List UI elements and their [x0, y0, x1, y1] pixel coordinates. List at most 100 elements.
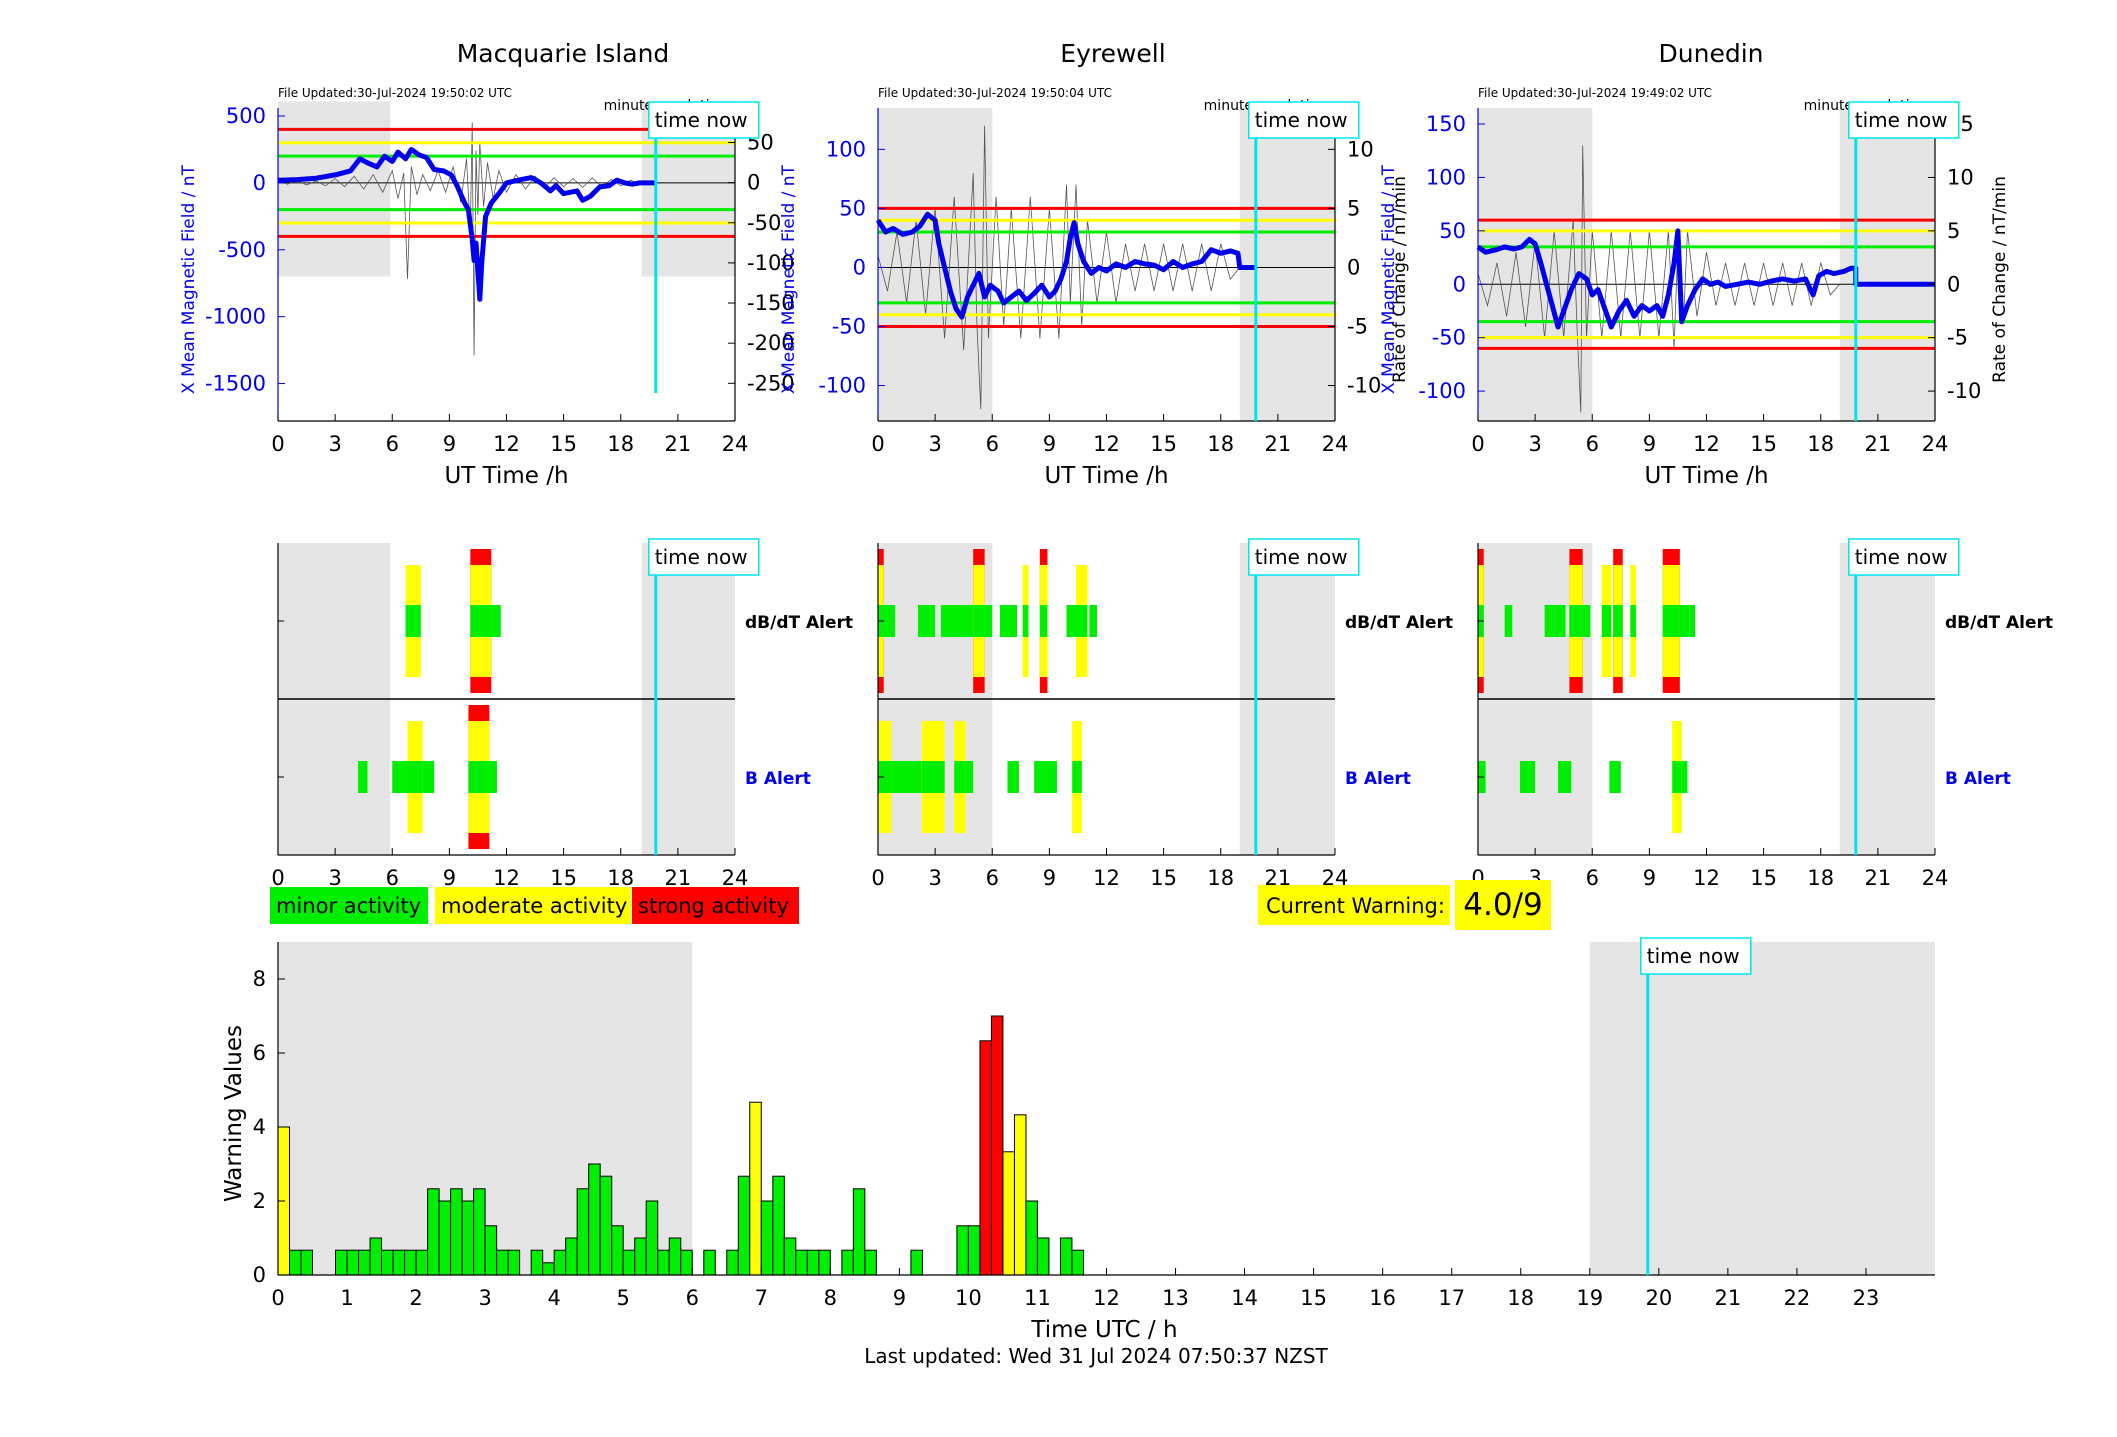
eyrewell-x-axis-label: UT Time /h — [1044, 463, 1168, 489]
warning-bar — [381, 1249, 394, 1276]
alert-x-tick-label: 6 — [386, 866, 399, 890]
alert-block-minor — [1034, 761, 1048, 793]
current-warning-value-box — [1455, 880, 1551, 930]
alert-block-minor — [891, 761, 922, 793]
warning-bar — [473, 1188, 486, 1276]
eyrewell-mean-series — [875, 211, 1256, 320]
activity-legend: minor activity moderate activity strong … — [270, 887, 799, 924]
magnetometer-panels: 0 3 6 9 12 15 18 21 245000-500-1000-1500500-50-1… — [179, 86, 2010, 489]
warning-bar — [300, 1249, 314, 1276]
alert-block-minor — [1544, 605, 1555, 637]
dunedin-y-right-tick-label: 5 — [1947, 219, 1960, 243]
eyrewell-y-right-tick-label: 10 — [1347, 137, 1374, 161]
macquarie-file-updated: File Updated:30-Jul-2024 19:50:02 UTC — [278, 86, 512, 100]
dunedin-time-now-label: time now — [1855, 108, 1948, 132]
warning-bar — [680, 1249, 693, 1276]
warning-x-tick-label: 4 — [547, 1286, 560, 1310]
alert-x-tick-label: 6 — [1586, 866, 1599, 890]
legend-strong-label: strong activity — [638, 894, 789, 918]
warning-x-tick-label: 10 — [955, 1286, 982, 1310]
warning-bar — [404, 1249, 417, 1276]
macquarie-x-tick-label: 15 — [550, 432, 577, 456]
warning-bar — [783, 1237, 797, 1276]
warning-bar — [760, 1200, 774, 1276]
macquarie-x-tick-label: 3 — [328, 432, 341, 456]
alert-block-minor — [965, 761, 974, 793]
dunedin-x-tick-label: 9 — [1643, 432, 1656, 456]
eyrewell-y-left-tick-label: -50 — [832, 315, 866, 339]
warning-bar — [657, 1249, 670, 1276]
warning-bar — [461, 1200, 475, 1276]
alert-block-minor — [1089, 605, 1097, 637]
warning-bar — [795, 1249, 808, 1276]
dunedin-y-right-tick-label: 0 — [1947, 272, 1960, 296]
eyrewell-x-tick-label: 3 — [928, 432, 941, 456]
alert-block-minor — [1007, 761, 1019, 793]
current-warning-label: Current Warning: — [1266, 894, 1445, 918]
warning-y-tick-label: 0 — [253, 1263, 266, 1287]
warning-bar — [1002, 1151, 1015, 1276]
alert-block-minor — [1613, 605, 1623, 637]
alert-x-tick-label: 12 — [1693, 866, 1720, 890]
b-alert-label: B Alert — [1345, 769, 1411, 789]
dunedin-x-tick-label: 12 — [1693, 432, 1720, 456]
warning-bar — [1071, 1249, 1084, 1276]
eyrewell-x-tick-label: 18 — [1207, 432, 1234, 456]
alert-block-minor — [973, 605, 985, 637]
warning-bar — [1025, 1200, 1038, 1276]
legend-moderate-swatch — [435, 887, 631, 924]
macquarie-y-right-tick-label: -100 — [747, 251, 795, 275]
dunedin-x-tick-label: 21 — [1865, 432, 1892, 456]
warning-bar — [1013, 1114, 1027, 1276]
eyrewell-shaded-region — [878, 108, 993, 421]
legend-minor-label: minor activity — [276, 894, 421, 918]
warning-x-tick-label: 19 — [1576, 1286, 1603, 1310]
dbdt-alert-label: dB/dT Alert — [1945, 613, 2053, 633]
macquarie-x-axis-label: UT Time /h — [444, 463, 568, 489]
macquarie-y-right-tick-label: -200 — [747, 331, 795, 355]
eyrewell-x-tick-label: 12 — [1093, 432, 1120, 456]
alert-block-minor — [984, 605, 993, 637]
alert-time-now-box — [1248, 538, 1360, 576]
macquarie-x-tick-label: 9 — [443, 432, 456, 456]
warning-bar — [565, 1237, 578, 1276]
legend-minor-swatch — [270, 887, 428, 924]
warning-x-tick-label: 8 — [824, 1286, 837, 1310]
warning-bar — [553, 1249, 567, 1276]
warning-bar — [967, 1225, 981, 1276]
warning-x-tick-label: 12 — [1093, 1286, 1120, 1310]
alert-block-minor — [1601, 605, 1612, 637]
warning-bar — [576, 1188, 590, 1276]
warning-x-tick-label: 14 — [1231, 1286, 1258, 1310]
alert-block-minor — [392, 761, 408, 793]
warning-x-tick-label: 5 — [617, 1286, 630, 1310]
warning-x-tick-label: 2 — [409, 1286, 422, 1310]
macquarie-x-tick-label: 24 — [722, 432, 749, 456]
macquarie-y-left-tick-label: -500 — [218, 238, 266, 262]
eyrewell-y-right-tick-label: -5 — [1347, 315, 1368, 339]
macquarie-y-right-tick-label: -150 — [747, 291, 795, 315]
dbdt-alert-label: dB/dT Alert — [745, 613, 853, 633]
alert-x-tick-label: 15 — [550, 866, 577, 890]
warning-bar — [749, 1101, 762, 1276]
warning-bar — [979, 1040, 992, 1276]
alert-x-tick-label: 9 — [1643, 866, 1656, 890]
warning-bar — [427, 1188, 440, 1276]
dunedin-x-tick-label: 24 — [1922, 432, 1949, 456]
alert-block-minor — [954, 761, 966, 793]
alert-block-minor — [1672, 761, 1682, 793]
macquarie-y-left-tick-label: 500 — [226, 104, 266, 128]
alert-block-minor — [883, 605, 896, 637]
eyrewell-y-right-label: Rate of Change / nT/min — [1390, 176, 1410, 383]
warning-x-tick-label: 22 — [1784, 1286, 1811, 1310]
alert-x-tick-label: 9 — [443, 866, 456, 890]
dunedin-y-left-tick-label: 150 — [1426, 112, 1466, 136]
dunedin-file-updated: File Updated:30-Jul-2024 19:49:02 UTC — [1478, 86, 1712, 100]
b-alert-label: B Alert — [1945, 769, 2011, 789]
alert-block-minor — [405, 605, 421, 637]
alert-block-minor — [927, 605, 936, 637]
alert-block-minor — [1072, 761, 1082, 793]
